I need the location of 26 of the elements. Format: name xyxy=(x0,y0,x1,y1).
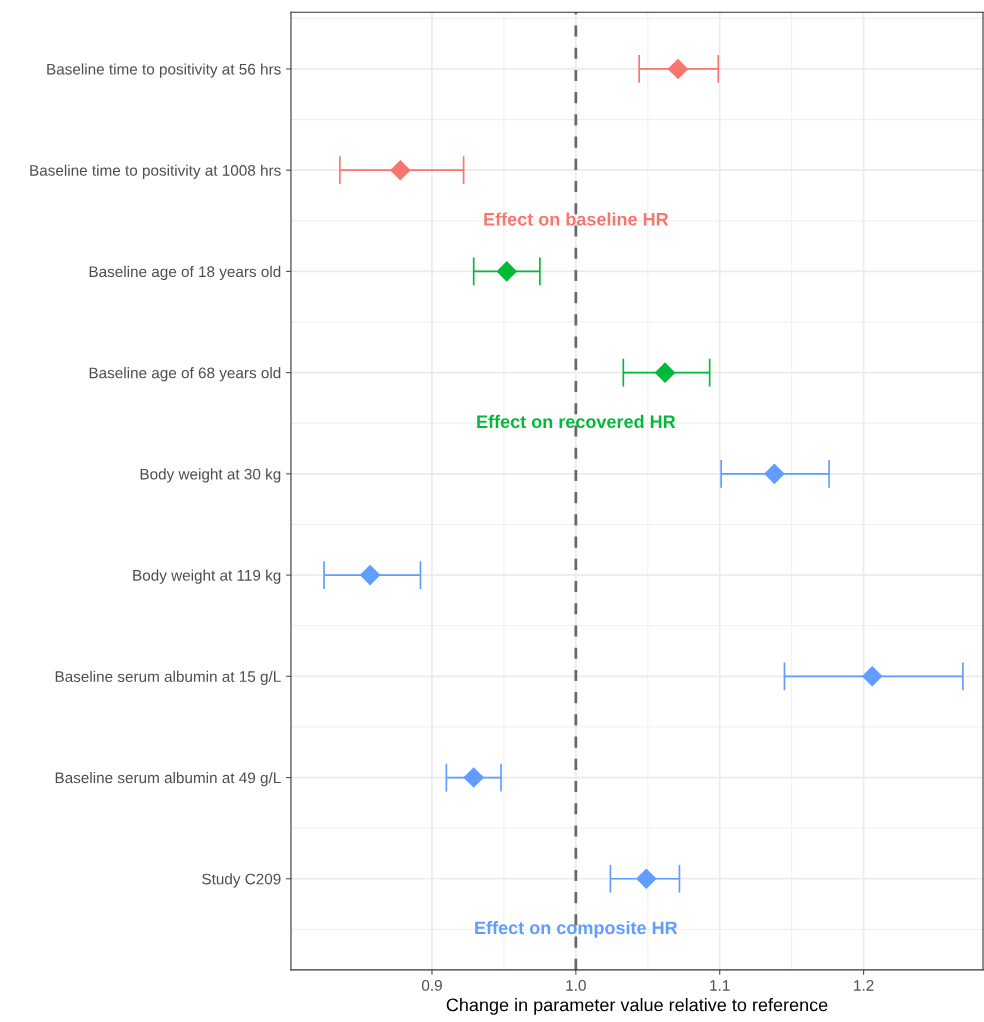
point xyxy=(496,261,518,282)
x-tick-label: 0.9 xyxy=(421,980,442,991)
text: Effect on composite HR xyxy=(475,920,678,938)
x-tick-label: 1.1 xyxy=(710,980,730,991)
point xyxy=(636,868,657,890)
series-label: Effect on recovered HR xyxy=(477,414,676,429)
point xyxy=(667,58,689,80)
point xyxy=(764,463,785,485)
y-tick-label: Baseline age of 18 years old xyxy=(89,265,281,281)
point xyxy=(654,362,676,383)
text: Effect on baseline HR xyxy=(484,212,669,226)
y-tick-label: Baseline serum albumin at 15 g/L xyxy=(55,670,281,686)
point xyxy=(861,666,883,687)
y-tick-label: Baseline age of 68 years old xyxy=(89,367,281,382)
point xyxy=(390,159,411,181)
y-tick-label: Baseline serum albumin at 49 g/L xyxy=(55,772,281,787)
y-tick-label: Body weight at 119 kg xyxy=(133,569,281,584)
y-tick-label: Baseline time to positivity at 56 hrs xyxy=(47,63,281,78)
y-tick-label: Body weight at 30 kg xyxy=(140,468,281,483)
point xyxy=(463,767,484,788)
x-axis-title: Change in parameter value relative to reference xyxy=(446,998,828,1015)
y-tick-label: Study C209 xyxy=(202,873,281,888)
y-tick-label: Baseline time to positivity at 1008 hrs xyxy=(30,164,281,179)
x-tick-label: 1.0 xyxy=(566,980,586,991)
point xyxy=(359,564,381,586)
x-tick-label: 1.2 xyxy=(854,980,874,991)
